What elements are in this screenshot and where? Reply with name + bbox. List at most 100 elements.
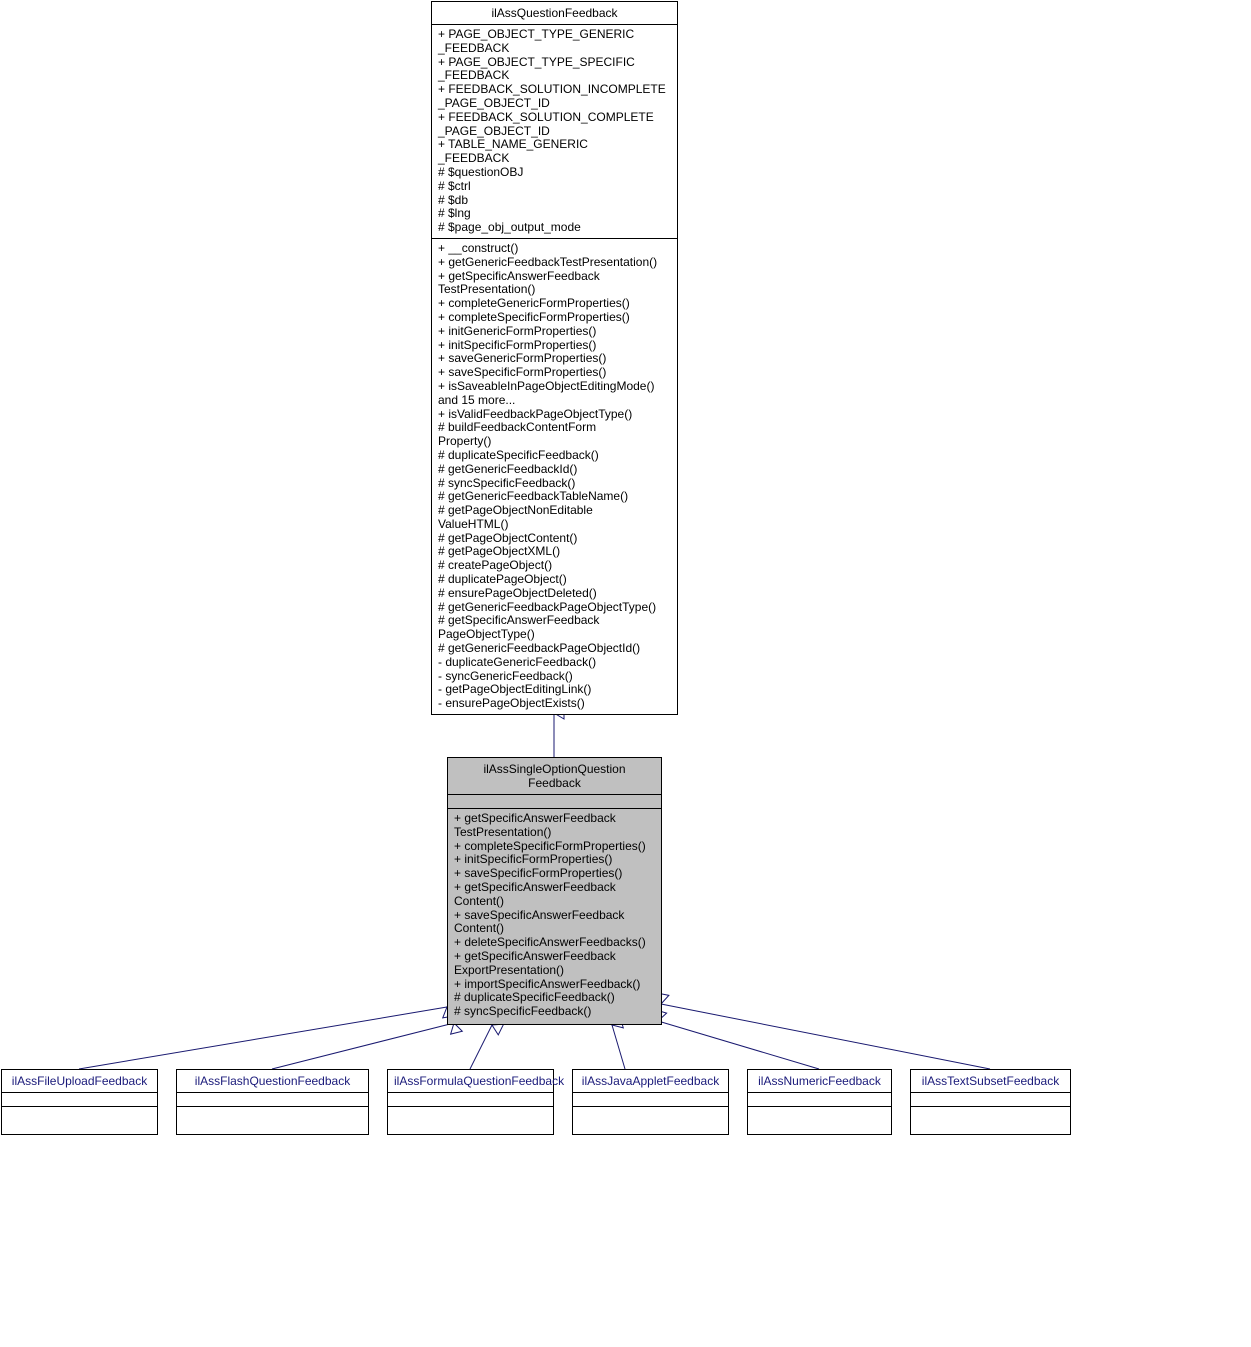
class-title-link[interactable]: ilAssTextSubsetFeedback bbox=[922, 1074, 1059, 1088]
member-line: + getGenericFeedbackTestPresentation() bbox=[438, 256, 671, 270]
member-line: _PAGE_OBJECT_ID bbox=[438, 97, 671, 111]
member-line: + __construct() bbox=[438, 242, 671, 256]
member-line: PageObjectType() bbox=[438, 628, 671, 642]
member-line: # $questionOBJ bbox=[438, 166, 671, 180]
operations-section bbox=[2, 1107, 157, 1121]
attributes-section bbox=[748, 1093, 891, 1107]
member-line: + completeGenericFormProperties() bbox=[438, 297, 671, 311]
class-title-link[interactable]: ilAssNumericFeedback bbox=[758, 1074, 881, 1088]
member-line: # $page_obj_output_mode bbox=[438, 221, 671, 235]
member-line: # getPageObjectXML() bbox=[438, 545, 671, 559]
class-ilAssFileUploadFeedback[interactable]: ilAssFileUploadFeedback bbox=[1, 1069, 158, 1135]
member-line: + getSpecificAnswerFeedback bbox=[454, 950, 655, 964]
member-line: TestPresentation() bbox=[454, 826, 655, 840]
class-title[interactable]: ilAssFormulaQuestionFeedback bbox=[388, 1070, 553, 1093]
member-line: + initGenericFormProperties() bbox=[438, 325, 671, 339]
member-line: Property() bbox=[438, 435, 671, 449]
inheritance-edge bbox=[272, 1023, 454, 1069]
class-ilAssFlashQuestionFeedback[interactable]: ilAssFlashQuestionFeedback bbox=[176, 1069, 369, 1135]
attributes-section bbox=[2, 1093, 157, 1107]
operations-section: + __construct()+ getGenericFeedbackTestP… bbox=[432, 239, 677, 714]
member-line: # $lng bbox=[438, 207, 671, 221]
member-line: + PAGE_OBJECT_TYPE_SPECIFIC bbox=[438, 56, 671, 70]
member-line: + getSpecificAnswerFeedback bbox=[438, 270, 671, 284]
member-line: # $ctrl bbox=[438, 180, 671, 194]
member-line: + FEEDBACK_SOLUTION_COMPLETE bbox=[438, 111, 671, 125]
member-line: Content() bbox=[454, 895, 655, 909]
member-line: # getPageObjectNonEditable bbox=[438, 504, 671, 518]
class-title[interactable]: ilAssJavaAppletFeedback bbox=[573, 1070, 728, 1093]
class-ilAssNumericFeedback[interactable]: ilAssNumericFeedback bbox=[747, 1069, 892, 1135]
member-line: # getGenericFeedbackPageObjectId() bbox=[438, 642, 671, 656]
member-line: + getSpecificAnswerFeedback bbox=[454, 812, 655, 826]
attributes-section bbox=[177, 1093, 368, 1107]
member-line: _FEEDBACK bbox=[438, 69, 671, 83]
member-line: + saveGenericFormProperties() bbox=[438, 352, 671, 366]
member-line: - ensurePageObjectExists() bbox=[438, 697, 671, 711]
member-line: + completeSpecificFormProperties() bbox=[438, 311, 671, 325]
operations-section bbox=[388, 1107, 553, 1121]
member-line: + getSpecificAnswerFeedback bbox=[454, 881, 655, 895]
class-title-line2: Feedback bbox=[528, 776, 581, 790]
inheritance-edge bbox=[661, 1004, 990, 1069]
inheritance-edge bbox=[79, 1007, 447, 1069]
attributes-section bbox=[911, 1093, 1070, 1107]
operations-section bbox=[748, 1107, 891, 1121]
member-line: ExportPresentation() bbox=[454, 964, 655, 978]
operations-section: + getSpecificAnswerFeedbackTestPresentat… bbox=[448, 809, 661, 1022]
member-line: + initSpecificFormProperties() bbox=[438, 339, 671, 353]
member-line: + saveSpecificFormProperties() bbox=[454, 867, 655, 881]
class-title-link[interactable]: ilAssJavaAppletFeedback bbox=[582, 1074, 719, 1088]
member-line: _FEEDBACK bbox=[438, 42, 671, 56]
inheritance-edge bbox=[470, 1025, 492, 1069]
member-line: + FEEDBACK_SOLUTION_INCOMPLETE bbox=[438, 83, 671, 97]
operations-section bbox=[177, 1107, 368, 1121]
member-line: + TABLE_NAME_GENERIC bbox=[438, 138, 671, 152]
class-title[interactable]: ilAssQuestionFeedback bbox=[432, 2, 677, 25]
class-title-line1: ilAssSingleOptionQuestion bbox=[483, 762, 625, 776]
class-title-link[interactable]: ilAssFormulaQuestionFeedback bbox=[394, 1074, 564, 1088]
attributes-section: + PAGE_OBJECT_TYPE_GENERIC_FEEDBACK+ PAG… bbox=[432, 25, 677, 239]
class-ilAssFormulaQuestionFeedback[interactable]: ilAssFormulaQuestionFeedback bbox=[387, 1069, 554, 1135]
member-line: Content() bbox=[454, 922, 655, 936]
member-line: + isSaveableInPageObjectEditingMode() bbox=[438, 380, 671, 394]
member-line: # getGenericFeedbackId() bbox=[438, 463, 671, 477]
class-title[interactable]: ilAssNumericFeedback bbox=[748, 1070, 891, 1093]
member-line: + PAGE_OBJECT_TYPE_GENERIC bbox=[438, 28, 671, 42]
member-line: and 15 more... bbox=[438, 394, 671, 408]
member-line: + saveSpecificFormProperties() bbox=[438, 366, 671, 380]
member-line: + deleteSpecificAnswerFeedbacks() bbox=[454, 936, 655, 950]
member-line: + saveSpecificAnswerFeedback bbox=[454, 909, 655, 923]
class-ilAssSingleOptionQuestionFeedback[interactable]: ilAssSingleOptionQuestion Feedback + get… bbox=[447, 757, 662, 1025]
operations-section bbox=[911, 1107, 1070, 1121]
class-title-link[interactable]: ilAssFileUploadFeedback bbox=[12, 1074, 147, 1088]
member-line: # getSpecificAnswerFeedback bbox=[438, 614, 671, 628]
class-ilAssTextSubsetFeedback[interactable]: ilAssTextSubsetFeedback bbox=[910, 1069, 1071, 1135]
class-title-link[interactable]: ilAssFlashQuestionFeedback bbox=[195, 1074, 350, 1088]
class-title[interactable]: ilAssFileUploadFeedback bbox=[2, 1070, 157, 1093]
class-ilAssJavaAppletFeedback[interactable]: ilAssJavaAppletFeedback bbox=[572, 1069, 729, 1135]
member-line: _PAGE_OBJECT_ID bbox=[438, 125, 671, 139]
inheritance-edge bbox=[658, 1021, 819, 1069]
class-title[interactable]: ilAssFlashQuestionFeedback bbox=[177, 1070, 368, 1093]
attributes-section bbox=[388, 1093, 553, 1107]
uml-canvas: ilAssQuestionFeedback + PAGE_OBJECT_TYPE… bbox=[0, 0, 1251, 1347]
class-title[interactable]: ilAssTextSubsetFeedback bbox=[911, 1070, 1070, 1093]
class-ilAssQuestionFeedback[interactable]: ilAssQuestionFeedback + PAGE_OBJECT_TYPE… bbox=[431, 1, 678, 715]
member-line: # $db bbox=[438, 194, 671, 208]
member-line: + importSpecificAnswerFeedback() bbox=[454, 978, 655, 992]
attributes-section bbox=[573, 1093, 728, 1107]
member-line: - syncGenericFeedback() bbox=[438, 670, 671, 684]
member-line: # getGenericFeedbackPageObjectType() bbox=[438, 601, 671, 615]
member-line: # getPageObjectContent() bbox=[438, 532, 671, 546]
member-line: + isValidFeedbackPageObjectType() bbox=[438, 408, 671, 422]
attributes-section bbox=[448, 795, 661, 809]
member-line: # duplicateSpecificFeedback() bbox=[438, 449, 671, 463]
member-line: TestPresentation() bbox=[438, 283, 671, 297]
class-title[interactable]: ilAssSingleOptionQuestion Feedback bbox=[448, 758, 661, 795]
member-line: # buildFeedbackContentForm bbox=[438, 421, 671, 435]
member-line: # ensurePageObjectDeleted() bbox=[438, 587, 671, 601]
class-title-text: ilAssQuestionFeedback bbox=[491, 6, 617, 20]
member-line: # syncSpecificFeedback() bbox=[454, 1005, 655, 1019]
member-line: ValueHTML() bbox=[438, 518, 671, 532]
